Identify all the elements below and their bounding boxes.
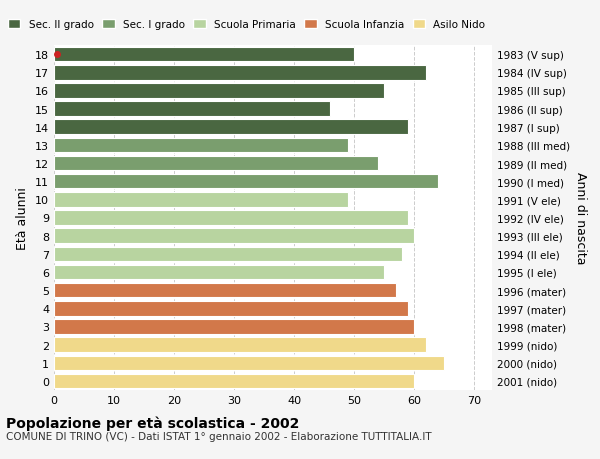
Bar bbox=[54, 193, 348, 207]
Bar bbox=[54, 174, 438, 189]
Y-axis label: Anni di nascita: Anni di nascita bbox=[574, 172, 587, 264]
Bar bbox=[54, 211, 408, 225]
Bar bbox=[54, 338, 426, 352]
Bar bbox=[54, 319, 414, 334]
Bar bbox=[54, 283, 396, 298]
Bar bbox=[54, 138, 348, 153]
Bar bbox=[54, 229, 414, 243]
Bar bbox=[54, 247, 402, 262]
Bar bbox=[54, 302, 408, 316]
Bar bbox=[54, 48, 354, 62]
Bar bbox=[54, 102, 330, 117]
Bar bbox=[54, 265, 384, 280]
Y-axis label: Età alunni: Età alunni bbox=[16, 187, 29, 249]
Text: Popolazione per età scolastica - 2002: Popolazione per età scolastica - 2002 bbox=[6, 415, 299, 430]
Bar bbox=[54, 84, 384, 98]
Bar bbox=[54, 66, 426, 80]
Bar bbox=[54, 374, 414, 388]
Bar bbox=[54, 356, 444, 370]
Bar bbox=[54, 120, 408, 134]
Bar bbox=[54, 157, 378, 171]
Legend: Sec. II grado, Sec. I grado, Scuola Primaria, Scuola Infanzia, Asilo Nido: Sec. II grado, Sec. I grado, Scuola Prim… bbox=[5, 17, 488, 33]
Text: COMUNE DI TRINO (VC) - Dati ISTAT 1° gennaio 2002 - Elaborazione TUTTITALIA.IT: COMUNE DI TRINO (VC) - Dati ISTAT 1° gen… bbox=[6, 431, 431, 442]
